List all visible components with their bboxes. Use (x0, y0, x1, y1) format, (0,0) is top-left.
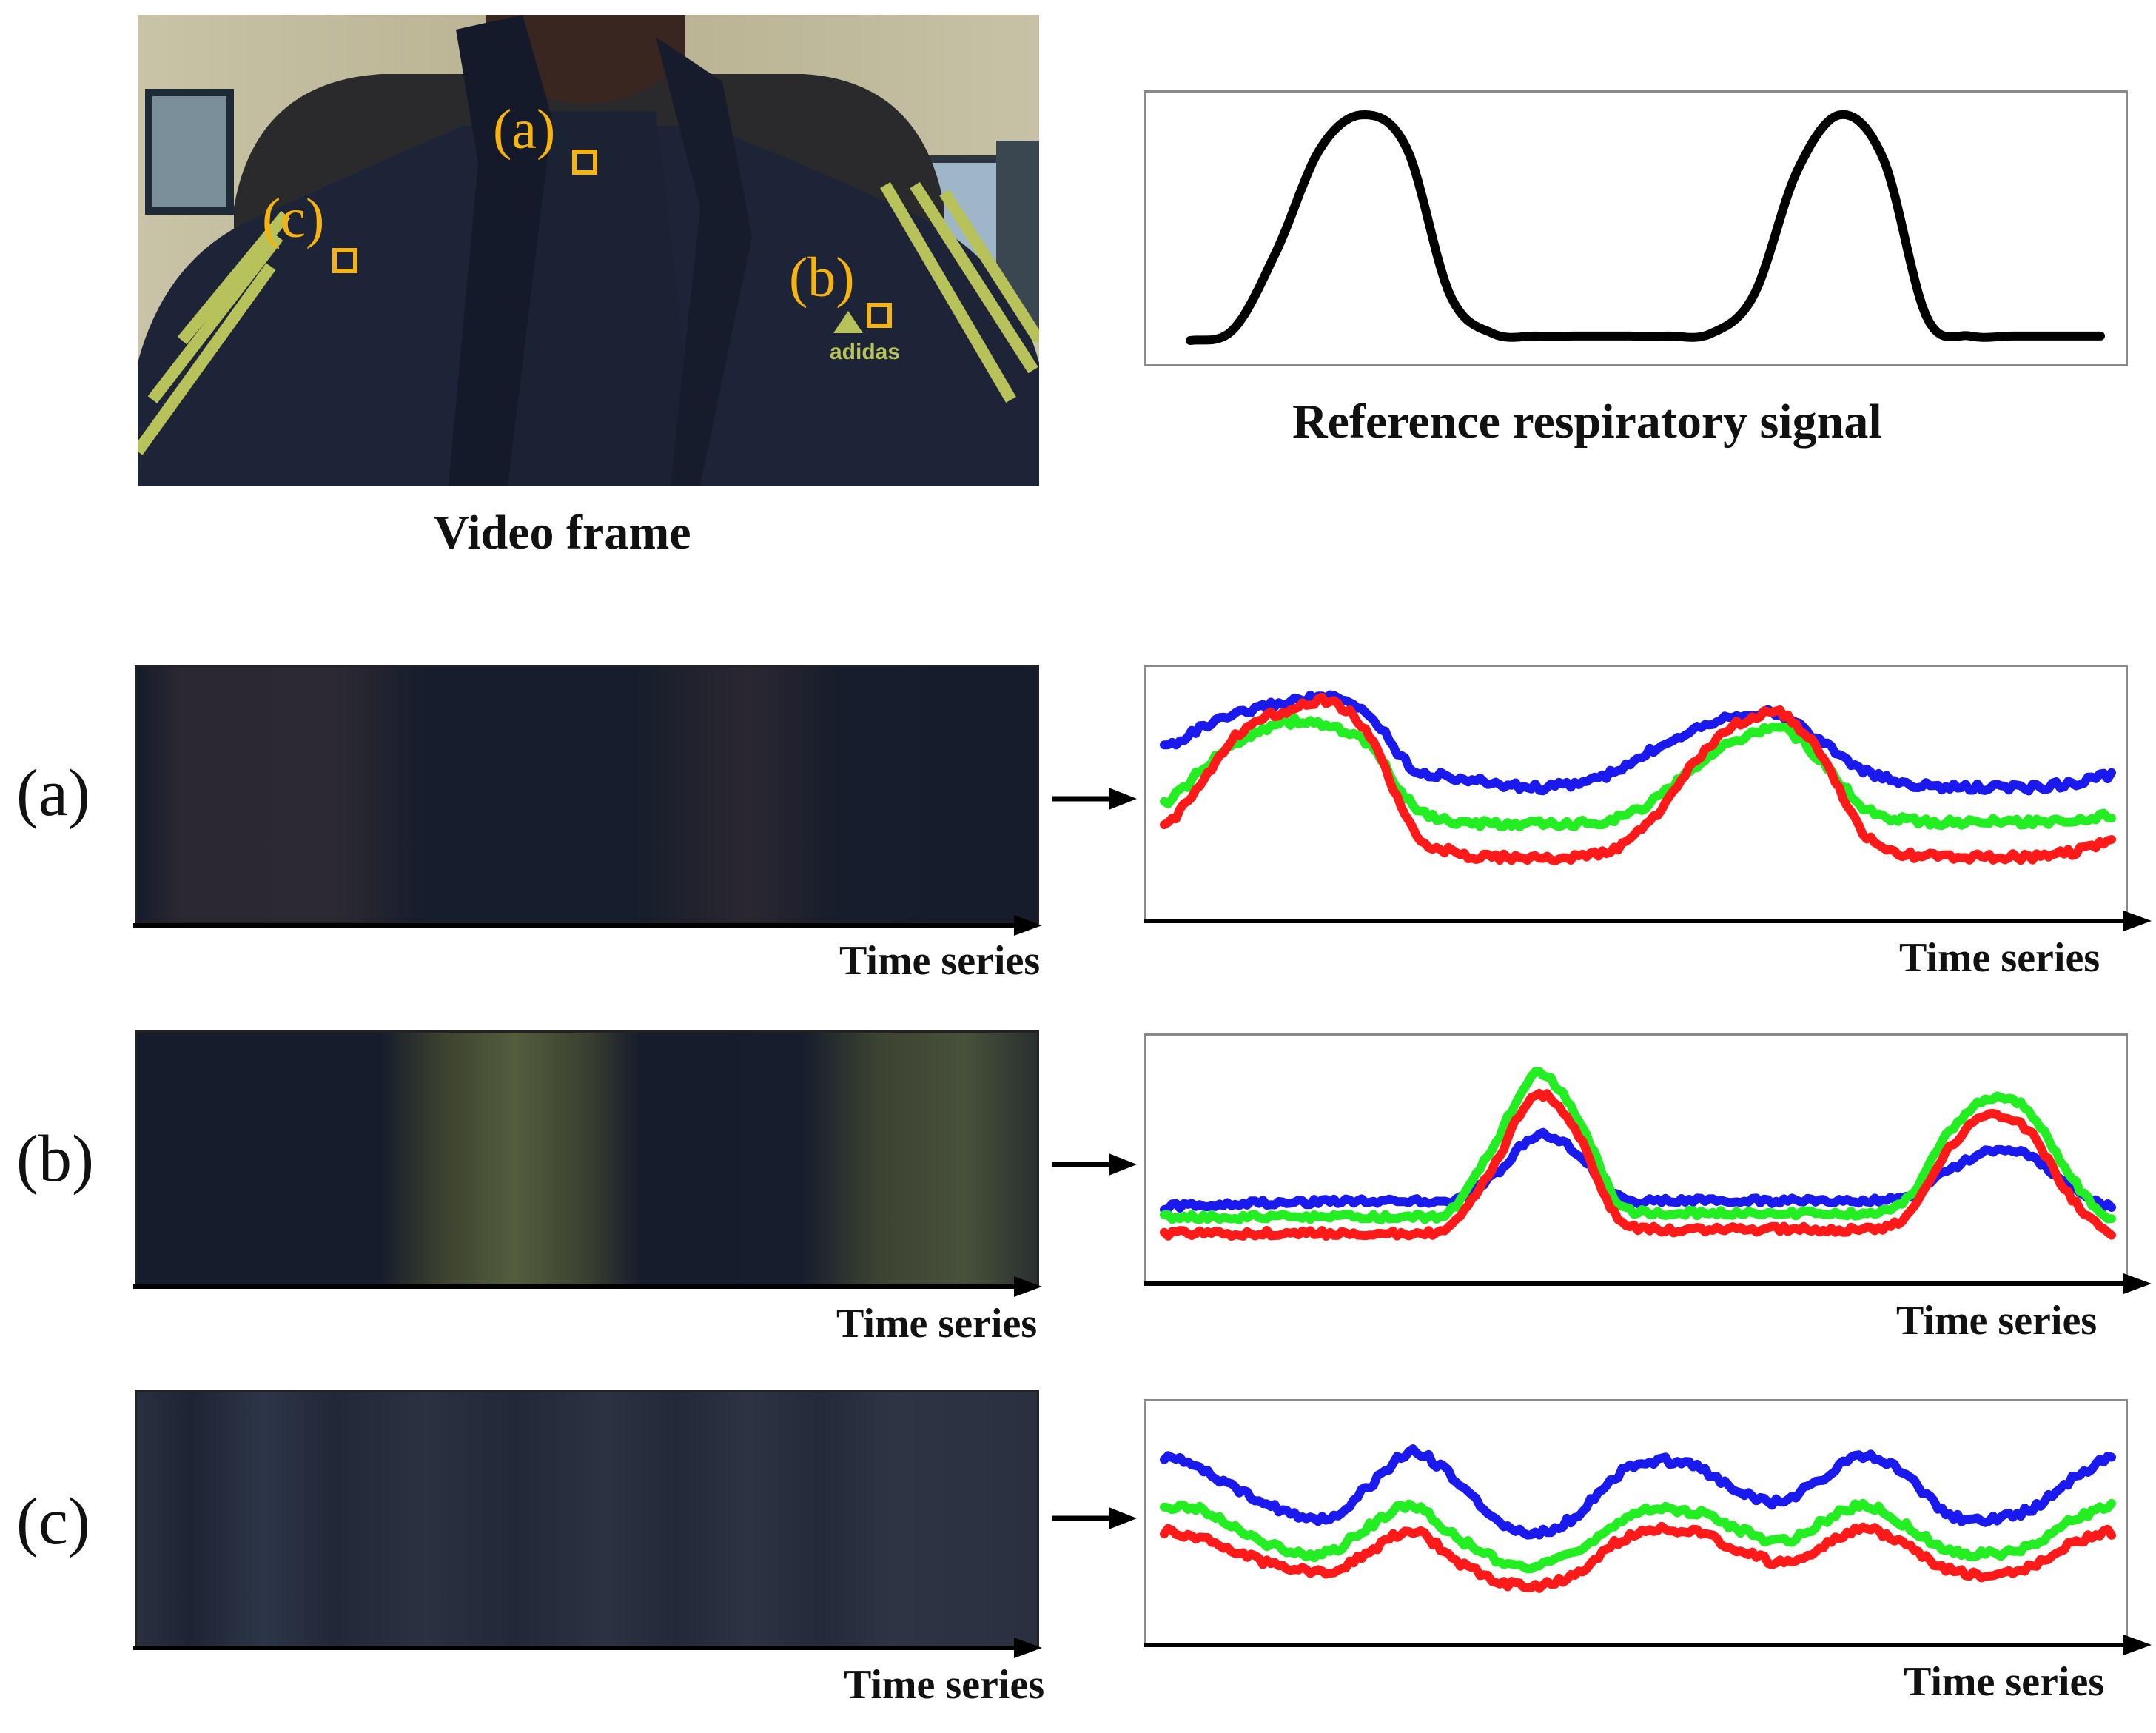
reference-signal-plot (1186, 110, 2105, 345)
signal-line (1160, 1067, 2116, 1224)
reference-signal-panel (1144, 90, 2128, 366)
signal-line (1160, 1127, 2116, 1214)
plot-axis-label-b: Time series (1896, 1298, 2098, 1344)
row-label-b: (b) (16, 1122, 94, 1196)
rgb-signal-plot-c (1160, 1444, 2116, 1593)
arrow-a (1052, 788, 1137, 810)
signal-line (1160, 1444, 2116, 1540)
logo-icon (833, 311, 863, 333)
strip-axis-a (133, 915, 1042, 936)
plot-axis-label-c: Time series (1904, 1659, 2105, 1705)
rgb-signal-plot-b (1160, 1067, 2116, 1241)
row-label-c: (c) (16, 1485, 90, 1558)
roi-box-c (332, 248, 357, 273)
video-frame-photo: adidas (a) (b) (c) (132, 15, 1044, 486)
reference-signal-caption: Reference respiratory signal (1292, 395, 1882, 449)
brand-text: adidas (830, 340, 900, 364)
signal-line (1186, 110, 2105, 345)
strip-axis-label-c: Time series (844, 1662, 1045, 1708)
color-strip-c (135, 1390, 1039, 1648)
color-strip-a (135, 665, 1039, 924)
rgb-signal-panel-b (1144, 1033, 2128, 1285)
strip-axis-c (133, 1638, 1042, 1658)
roi-label-c: (c) (262, 187, 324, 249)
arrow-b (1052, 1153, 1137, 1176)
plot-axis-b (1144, 1273, 2152, 1294)
plot-axis-c (1144, 1635, 2152, 1655)
signal-line (1160, 1521, 2116, 1593)
color-strip-b (135, 1030, 1039, 1287)
signal-line (1160, 1498, 2116, 1574)
signal-line (1160, 692, 2116, 866)
roi-box-a (572, 150, 597, 175)
row-label-a: (a) (16, 757, 90, 830)
arrow-c (1052, 1507, 1137, 1529)
rgb-signal-panel-a (1144, 665, 2128, 920)
plot-axis-label-a: Time series (1899, 935, 2100, 981)
video-frame: adidas (a) (b) (c) (132, 15, 1044, 486)
rgb-signal-plot-a (1160, 690, 2116, 866)
strip-axis-label-b: Time series (836, 1301, 1038, 1347)
video-frame-caption: Video frame (434, 506, 691, 560)
roi-label-b: (b) (789, 247, 855, 309)
strip-axis-label-a: Time series (839, 938, 1041, 984)
plot-axis-a (1144, 911, 2152, 931)
strip-axis-b (133, 1276, 1042, 1297)
roi-box-b (867, 303, 892, 328)
roi-label-a: (a) (493, 98, 555, 161)
rgb-signal-panel-c (1144, 1399, 2128, 1643)
signal-line (1160, 713, 2116, 832)
signal-line (1160, 1088, 2116, 1241)
